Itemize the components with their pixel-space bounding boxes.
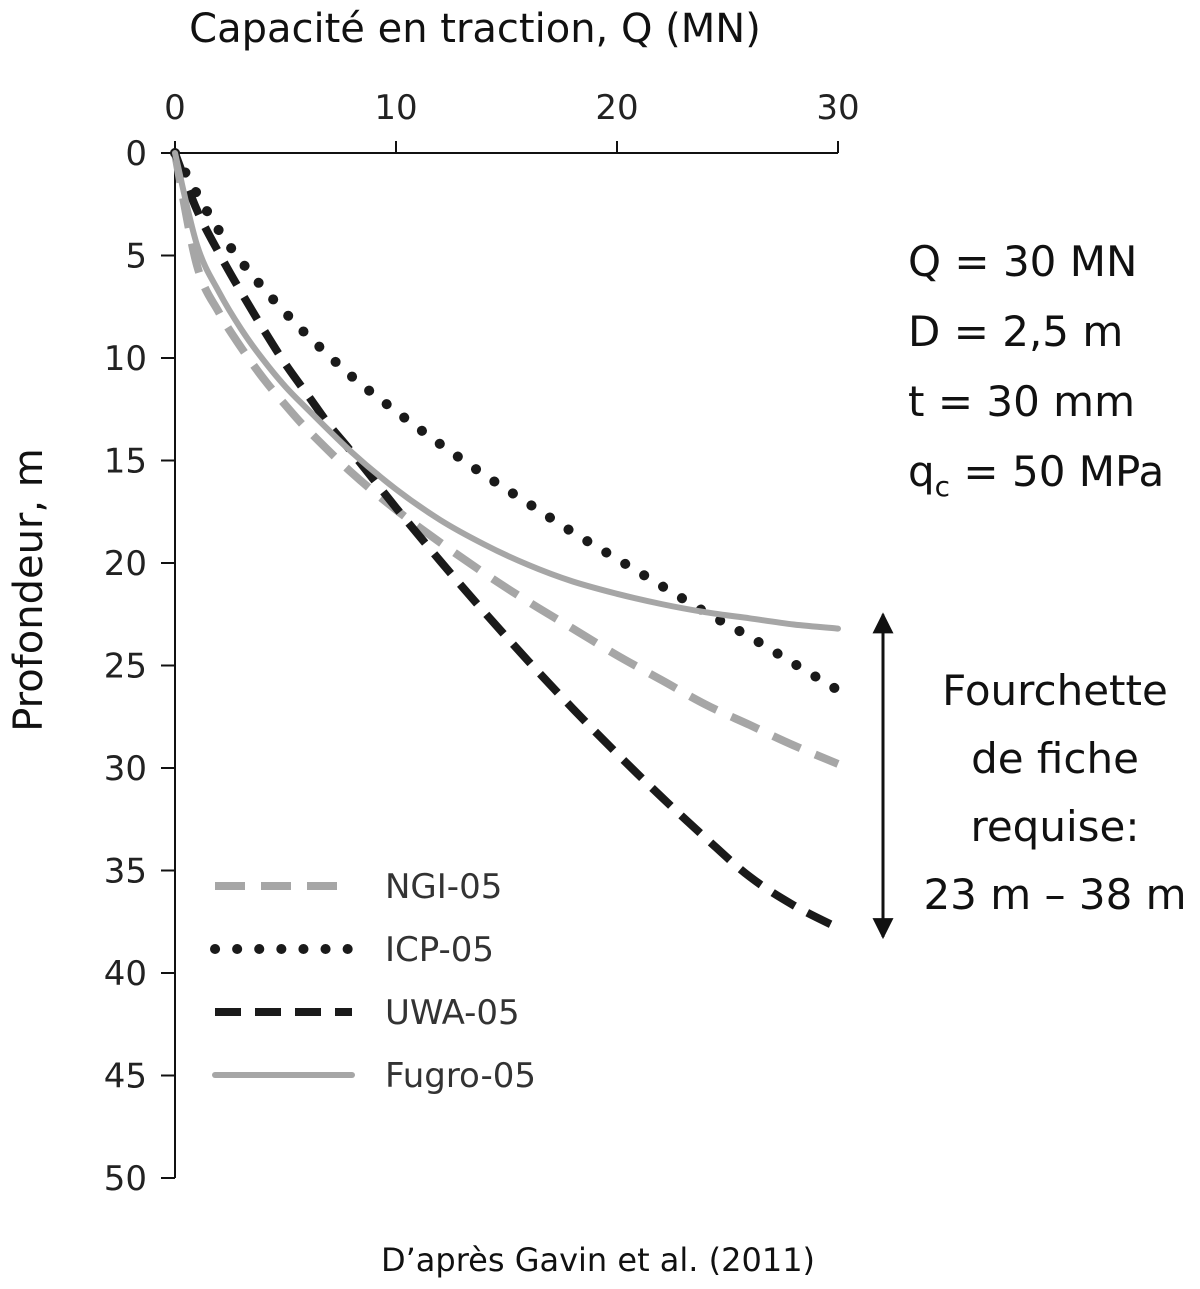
legend-label-fugro-05: Fugro-05 xyxy=(385,1056,536,1096)
legend-label-ngi-05: NGI-05 xyxy=(385,867,502,907)
param-t: t = 30 mm xyxy=(908,377,1135,426)
param-qc: qc = 50 MPa xyxy=(908,447,1164,503)
param-d: D = 2,5 m xyxy=(908,307,1123,356)
y-tick-label: 50 xyxy=(104,1159,147,1199)
param-qc-subscript: c xyxy=(935,470,950,503)
param-qc-symbol: q xyxy=(908,447,935,496)
y-tick-label: 10 xyxy=(104,339,147,379)
y-tick-label: 35 xyxy=(104,852,147,892)
y-tick-label: 15 xyxy=(104,442,147,482)
y-ticks: 0 5 10 15 20 25 30 35 40 45 50 xyxy=(104,134,175,1199)
source-note: D’après Gavin et al. (2011) xyxy=(381,1241,815,1279)
x-tick-label: 20 xyxy=(595,88,638,128)
series-line-fugro-05 xyxy=(172,150,841,632)
x-tick-label: 10 xyxy=(374,88,417,128)
legend-label-uwa-05: UWA-05 xyxy=(385,993,520,1033)
x-tick-label: 0 xyxy=(164,88,186,128)
parameters-box: Q = 30 MN D = 2,5 m t = 30 mm qc = 50 MP… xyxy=(908,237,1164,503)
legend: NGI-05 ICP-05 UWA-05 Fugro-05 xyxy=(210,867,536,1096)
x-axis-title: Capacité en traction, Q (MN) xyxy=(189,6,761,52)
x-ticks: 0 10 20 30 xyxy=(164,88,860,153)
y-tick-label: 5 xyxy=(125,237,147,277)
x-tick-label: 30 xyxy=(816,88,859,128)
legend-label-icp-05: ICP-05 xyxy=(385,930,494,970)
range-label-line-1: Fourchette xyxy=(942,666,1168,715)
range-label-line-4: 23 m – 38 m xyxy=(923,870,1186,919)
y-tick-label: 45 xyxy=(104,1057,147,1097)
y-axis-title: Profondeur, m xyxy=(6,448,52,732)
series-line-ngi-05 xyxy=(171,152,840,768)
range-label-line-2: de fiche xyxy=(971,734,1139,783)
y-tick-label: 0 xyxy=(125,134,147,174)
series-line-icp-05 xyxy=(170,148,843,696)
y-tick-label: 30 xyxy=(104,749,147,789)
series-group xyxy=(170,148,843,932)
y-tick-label: 20 xyxy=(104,544,147,584)
y-tick-label: 40 xyxy=(104,954,147,994)
param-q: Q = 30 MN xyxy=(908,237,1137,286)
y-tick-label: 25 xyxy=(104,647,147,687)
range-annotation: Fourchette de fiche requise: 23 m – 38 m xyxy=(872,612,1187,940)
range-label-line-3: requise: xyxy=(970,802,1139,851)
series-line-uwa-05 xyxy=(171,151,840,932)
param-qc-value: = 50 MPa xyxy=(950,447,1164,496)
